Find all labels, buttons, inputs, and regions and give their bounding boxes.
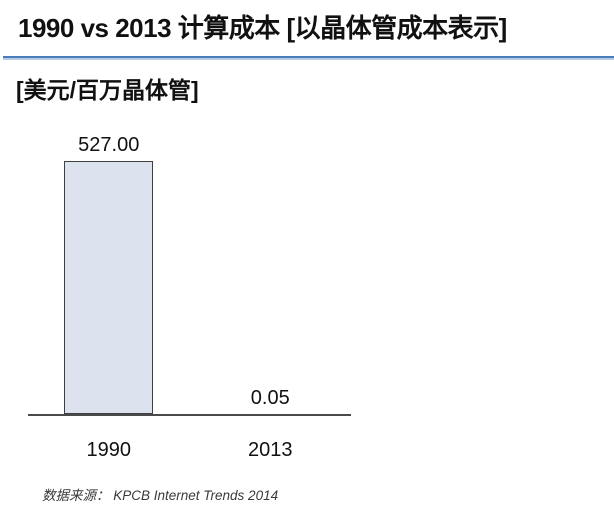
bar-chart-plot-area: 527.00 0.05	[28, 134, 352, 416]
x-tick-label-2013: 2013	[248, 439, 293, 461]
bar-group-2013: 0.05	[190, 386, 352, 414]
title-divider-rule	[3, 56, 614, 60]
bar-value-label-1990: 527.00	[78, 134, 140, 156]
x-axis-tick-labels: 1990 2013	[28, 438, 351, 462]
bar-group-1990: 527.00	[28, 133, 190, 414]
y-axis-unit-label: [美元/百万晶体管]	[16, 77, 199, 103]
data-source-note: 数据来源： KPCB Internet Trends 2014	[42, 488, 279, 503]
x-tick-label-1990: 1990	[86, 439, 132, 461]
page-title: 1990 vs 2013 计算成本 [以晶体管成本表示]	[18, 13, 507, 43]
bar-value-label-2013: 0.05	[250, 387, 290, 409]
bar-1990	[64, 161, 154, 414]
